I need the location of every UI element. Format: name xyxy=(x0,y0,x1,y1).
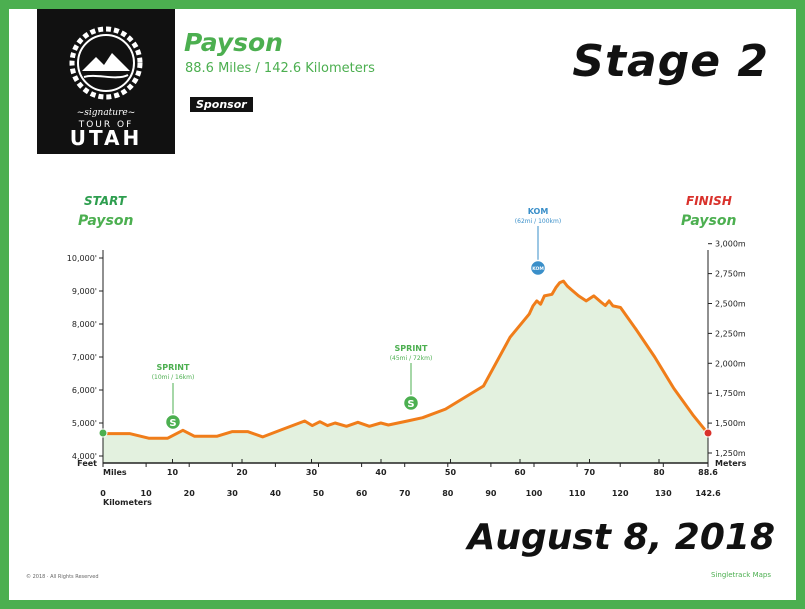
km-tick-label: 120 xyxy=(612,489,629,498)
sprint1-detail: (10mi / 16km) xyxy=(152,374,195,381)
km-tick-label: 30 xyxy=(227,489,239,498)
stage-distance: 88.6 Miles / 142.6 Kilometers xyxy=(185,61,375,76)
km-tick-label: 142.6 xyxy=(695,489,721,498)
feet-axis-label: Feet xyxy=(77,459,97,468)
mile-tick-label: 70 xyxy=(584,468,596,477)
meter-tick-label: 3,000m xyxy=(715,240,746,249)
stage-number: Stage 2 xyxy=(572,36,769,87)
sprint2-title: SPRINT xyxy=(395,344,428,353)
tour-of-utah-logo: ~signature~ TOUR OF UTAH xyxy=(37,9,175,154)
stage-city: Payson xyxy=(184,28,283,57)
km-tick-label: 70 xyxy=(399,489,411,498)
sprint-icon: S xyxy=(407,399,414,410)
km-tick-label: 60 xyxy=(356,489,368,498)
meter-tick-label: 2,000m xyxy=(715,359,746,368)
profile-area xyxy=(103,281,708,463)
start-city: Payson xyxy=(78,213,134,229)
sprint1-title: SPRINT xyxy=(157,363,190,372)
kom-icon: KOM xyxy=(532,266,544,272)
km-tick-label: 90 xyxy=(485,489,497,498)
feet-tick-label: 6,000' xyxy=(72,386,97,395)
mile-axis-label: Miles xyxy=(103,468,127,477)
meter-tick-label: 1,750m xyxy=(715,389,746,398)
km-tick-label: 130 xyxy=(655,489,672,498)
meter-tick-label: 2,500m xyxy=(715,300,746,309)
race-date: August 8, 2018 xyxy=(467,517,775,558)
mile-tick-label: 10 xyxy=(167,468,179,477)
sprint2-detail: (45mi / 72km) xyxy=(390,355,433,362)
finish-point xyxy=(703,428,713,438)
km-tick-label: 0 xyxy=(100,489,106,498)
sponsor-badge: Sponsor xyxy=(190,97,253,112)
start-point xyxy=(98,428,108,438)
km-tick-label: 100 xyxy=(526,489,543,498)
feet-tick-label: 8,000' xyxy=(72,320,97,329)
feet-tick-label: 9,000' xyxy=(72,287,97,296)
km-tick-label: 110 xyxy=(569,489,586,498)
copyright: © 2018 · All Rights Reserved xyxy=(26,574,99,580)
km-axis-label: Kilometers xyxy=(103,498,152,507)
map-credit: Singletrack Maps xyxy=(711,571,771,579)
km-tick-label: 10 xyxy=(141,489,153,498)
kom-title: KOM xyxy=(528,207,549,216)
finish-label: FINISH xyxy=(686,194,732,208)
logo-text-top: TOUR OF xyxy=(78,120,134,130)
finish-city: Payson xyxy=(681,213,737,229)
kom-detail: (62mi / 100km) xyxy=(515,218,561,225)
meter-tick-label: 2,750m xyxy=(715,270,746,279)
mile-tick-label: 30 xyxy=(306,468,318,477)
km-tick-label: 50 xyxy=(313,489,325,498)
km-tick-label: 40 xyxy=(270,489,282,498)
sprint-marker-1: SPRINT (10mi / 16km) S xyxy=(152,363,195,431)
meter-tick-label: 2,250m xyxy=(715,329,746,338)
start-label: START xyxy=(84,194,127,208)
km-tick-label: 20 xyxy=(184,489,196,498)
mile-tick-label: 20 xyxy=(236,468,248,477)
mile-tick-label: 40 xyxy=(375,468,387,477)
mile-tick-label: 60 xyxy=(514,468,526,477)
profile-line xyxy=(103,279,710,440)
meter-tick-label: 1,500m xyxy=(715,419,746,428)
meter-axis-label: Meters xyxy=(715,459,747,468)
kom-marker: KOM (62mi / 100km) KOM xyxy=(515,207,561,277)
mile-tick-label: 88.6 xyxy=(698,468,718,477)
feet-tick-label: 7,000' xyxy=(72,353,97,362)
feet-tick-label: 4,000' xyxy=(72,452,97,461)
mile-tick-label: 50 xyxy=(445,468,457,477)
feet-tick-label: 10,000' xyxy=(67,254,97,263)
km-tick-label: 80 xyxy=(442,489,454,498)
feet-tick-label: 5,000' xyxy=(72,419,97,428)
sprint-marker-2: SPRINT (45mi / 72km) S xyxy=(390,344,433,412)
mile-tick-label: 80 xyxy=(653,468,665,477)
logo-text-bottom: UTAH xyxy=(70,126,143,150)
sprint-icon: S xyxy=(169,418,176,429)
svg-text:~signature~: ~signature~ xyxy=(77,108,136,118)
meter-tick-label: 1,250m xyxy=(715,449,746,458)
